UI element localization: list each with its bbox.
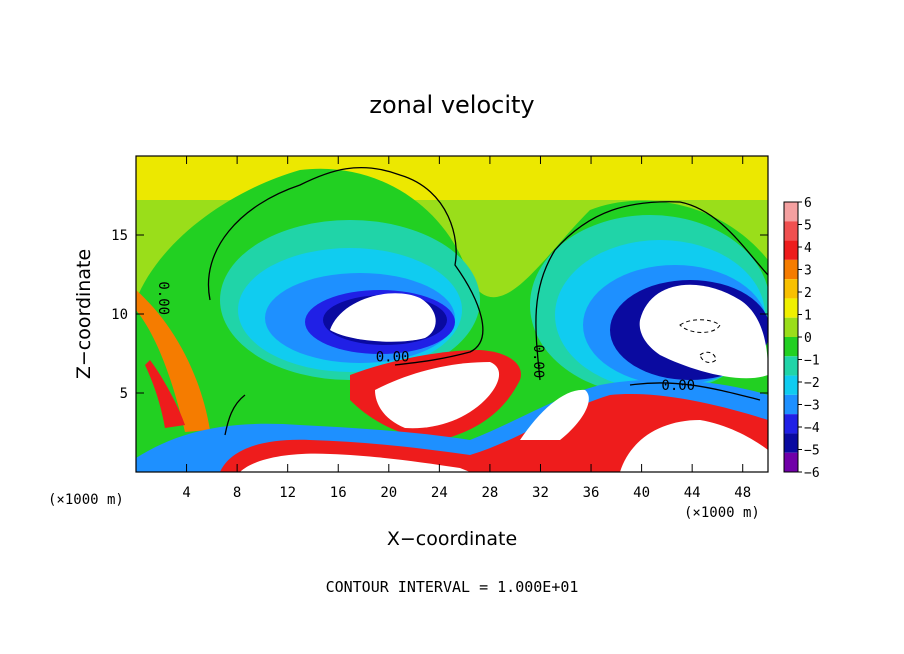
chart-title: zonal velocity (369, 91, 534, 119)
contour-zero-left (207, 166, 484, 366)
shear-layer-white (375, 362, 500, 429)
x-tick-label: 36 (583, 485, 600, 501)
colorbar-swatch (784, 240, 798, 260)
colorbar-tick-label: −3 (804, 399, 820, 414)
colorbar-tick-label: 5 (804, 219, 812, 234)
velocity-field (136, 156, 768, 472)
x-tick-label: 8 (233, 485, 241, 501)
vortex-right-core (639, 284, 768, 379)
colorbar-swatch (784, 375, 798, 395)
colorbar-swatch (784, 298, 798, 318)
colorbar-swatch (784, 452, 798, 472)
colorbar-tick-label: −1 (804, 354, 820, 369)
colorbar-tick-label: 3 (804, 264, 812, 279)
contour-label: 0.00 (376, 349, 410, 365)
x-tick-label: 40 (633, 485, 650, 501)
colorbar-tick-label: 4 (804, 241, 812, 256)
colorbar-tick-label: −2 (804, 376, 820, 391)
colorbar-tick-label: 0 (804, 331, 812, 346)
x-axis-ticks: 4 8 12 16 20 24 28 32 36 40 44 48 (182, 156, 751, 501)
colorbar-tick-label: −4 (804, 421, 820, 436)
colorbar-swatch (784, 202, 798, 222)
x-unit-left: (×1000 m) (48, 492, 124, 508)
x-tick-label: 32 (532, 485, 549, 501)
colorbar-tick-label: −5 (804, 444, 820, 459)
x-tick-label: 44 (684, 485, 701, 501)
colorbar-tick-label: 2 (804, 286, 812, 301)
x-tick-label: 28 (481, 485, 498, 501)
contour-labels: 0.00 0.00 0.00 0.00 (155, 281, 695, 393)
mid-jet-white (520, 389, 589, 440)
y-tick-label: 15 (111, 228, 128, 244)
contour-label: 0.00 (530, 345, 546, 379)
x-tick-label: 12 (279, 485, 296, 501)
y-tick-label: 5 (120, 386, 128, 402)
x-tick-label: 16 (330, 485, 347, 501)
colorbar-swatch (784, 317, 798, 337)
left-warm-band (136, 290, 210, 432)
x-tick-label: 48 (734, 485, 751, 501)
contour-label: 0.00 (155, 281, 171, 315)
colorbar-swatch (784, 433, 798, 453)
contour-zero-lower (224, 382, 761, 436)
colorbar: 6 5 4 3 2 1 0 −1 −2 −3 −4 −5 −6 (783, 196, 820, 481)
colorbar-swatch (784, 394, 798, 415)
bottom-layer-white (240, 420, 768, 472)
contour-zero-right (535, 201, 768, 381)
colorbar-swatch (784, 221, 798, 241)
x-tick-label: 4 (182, 485, 190, 501)
colorbar-tick-label: −6 (804, 466, 820, 481)
colorbar-swatch (784, 414, 798, 434)
x-tick-label: 20 (380, 485, 397, 501)
vortex-left-core (330, 293, 436, 342)
colorbar-swatch (784, 356, 798, 376)
y-axis-label: Z−coordinate (73, 249, 95, 379)
colorbar-swatch (784, 279, 798, 299)
y-tick-label: 10 (111, 307, 128, 323)
x-axis-label: X−coordinate (387, 528, 517, 550)
contour-interval-note: CONTOUR INTERVAL = 1.000E+01 (326, 578, 579, 596)
colorbar-tick-label: 1 (804, 309, 812, 324)
x-unit-right: (×1000 m) (684, 505, 760, 521)
contour-label: 0.00 (661, 378, 695, 394)
left-warm-core (145, 360, 185, 428)
x-tick-label: 24 (431, 485, 448, 501)
y-axis-ticks: 5 10 15 (111, 228, 768, 402)
contour-neg-right (679, 319, 721, 333)
colorbar-tick-label: 6 (804, 196, 812, 211)
colorbar-swatch (784, 259, 798, 280)
colorbar-swatch (784, 337, 798, 357)
